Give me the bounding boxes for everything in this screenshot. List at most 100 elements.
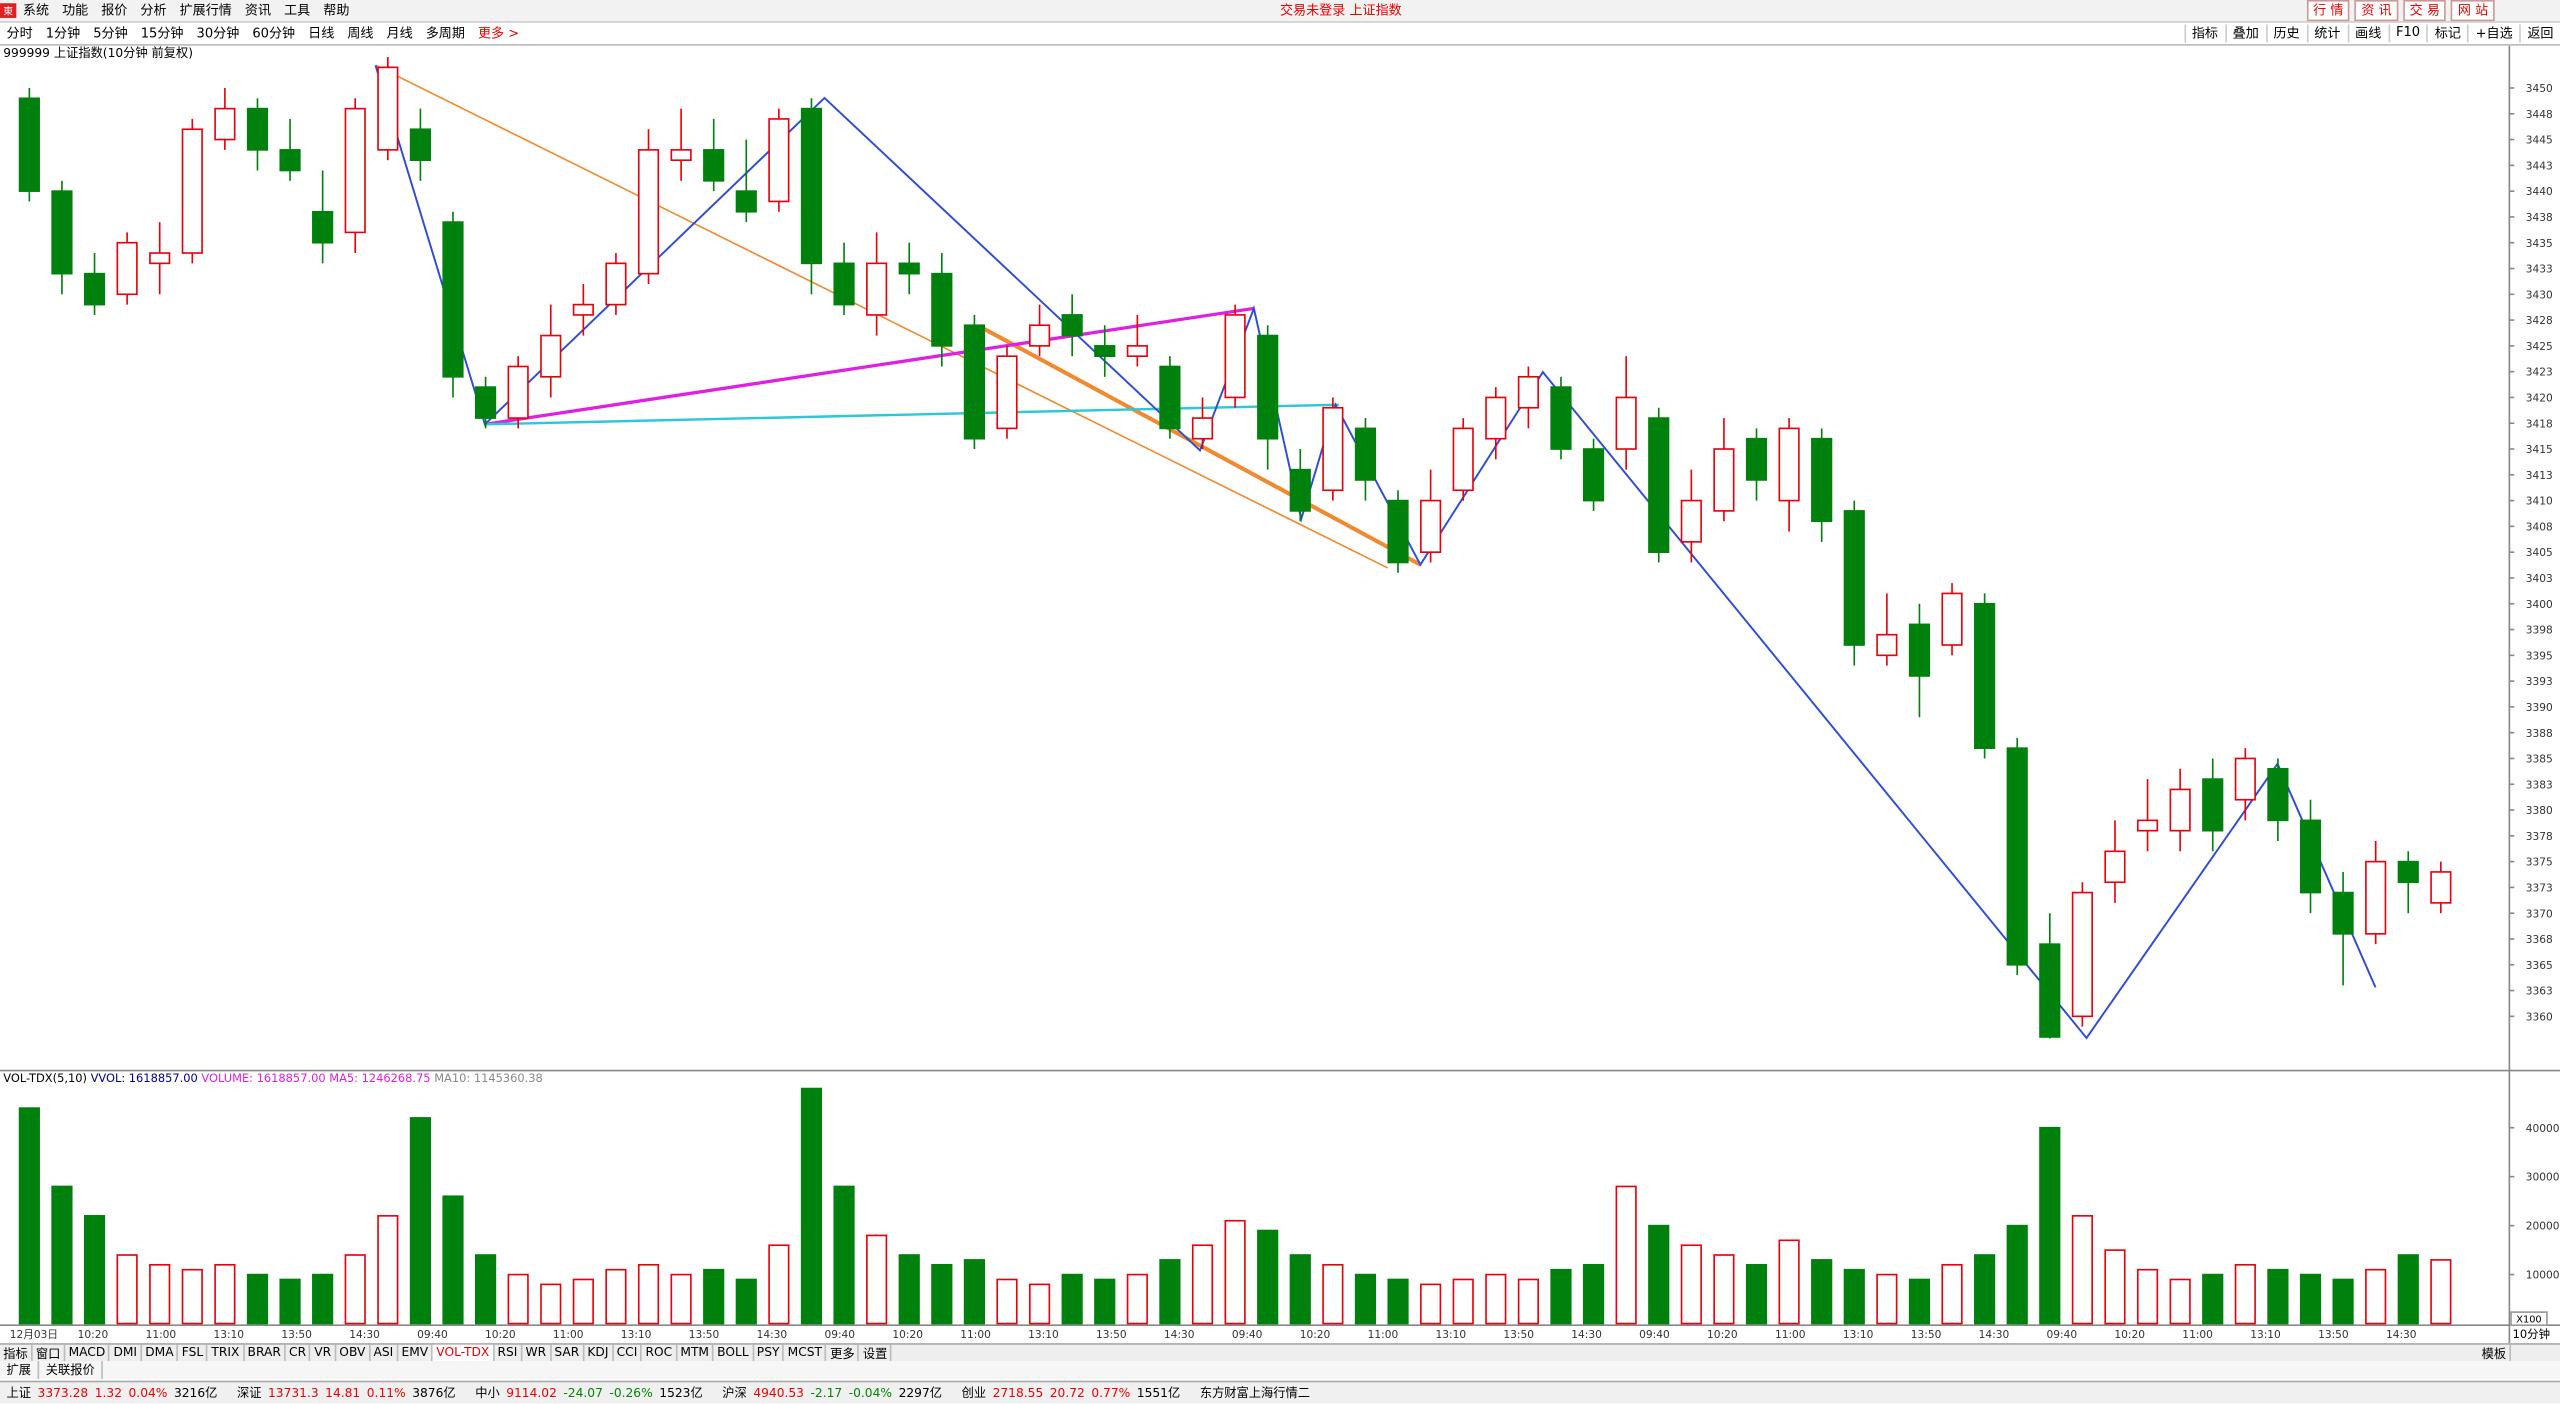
period-button[interactable]: 多周期 (425, 26, 465, 41)
top-button[interactable]: 行 情 (2306, 0, 2350, 22)
menu-item[interactable]: 资讯 (244, 3, 272, 18)
indicator-tab[interactable]: EMV (398, 1343, 434, 1362)
y-tick-label: 3418 (2526, 417, 2553, 430)
period-button[interactable]: 1分钟 (45, 26, 81, 41)
candle-body (116, 241, 138, 296)
menu-item[interactable]: 工具 (284, 3, 311, 18)
x-tick-label: 14:30 (1979, 1328, 2010, 1341)
indicator-tab[interactable]: ASI (370, 1343, 399, 1362)
volume-bar (1452, 1278, 1474, 1325)
indicator-tab[interactable]: 设置 (860, 1343, 893, 1362)
trend-line (978, 324, 1422, 567)
y-tick-label: 3360 (2526, 1010, 2553, 1023)
ext-tab[interactable]: 扩展 (0, 1361, 40, 1380)
indicator-tab[interactable]: OBV (336, 1343, 371, 1362)
indicator-tab[interactable]: KDJ (584, 1343, 614, 1362)
menu-item[interactable]: 系统 (22, 3, 50, 18)
indicator-tab[interactable]: CR (286, 1343, 311, 1362)
y-tick-label: 3440 (2526, 185, 2553, 198)
candle-body (1550, 386, 1572, 450)
top-buttons: 行 情资 讯交 易网 站 (2306, 0, 2495, 22)
indicator-tab[interactable]: DMI (110, 1343, 142, 1362)
period-button[interactable]: 30分钟 (196, 26, 240, 41)
indicator-tab[interactable]: 窗口 (33, 1343, 66, 1362)
y-tick-label: 3443 (2526, 159, 2553, 172)
volume-bar (605, 1268, 627, 1325)
tool-button[interactable]: 历史 (2265, 24, 2306, 43)
tool-button[interactable]: 叠加 (2224, 24, 2266, 43)
menu-item[interactable]: 报价 (101, 3, 128, 18)
indicator-tab[interactable]: BOLL (714, 1343, 754, 1362)
top-button[interactable]: 网 站 (2451, 0, 2495, 22)
candle-body (2136, 819, 2159, 832)
volume-bar (442, 1195, 464, 1325)
quote-value: 3373.28 (37, 1385, 89, 1401)
x-tick-label: 10:20 (78, 1328, 109, 1341)
period-button[interactable]: 周线 (347, 26, 374, 41)
indicator-tab[interactable]: ROC (642, 1343, 678, 1362)
period-button[interactable]: 月线 (386, 26, 413, 41)
y-tick-label: 3370 (2526, 907, 2553, 920)
tool-button[interactable]: 返回 (2519, 24, 2560, 43)
y-tick-label: 3393 (2526, 675, 2553, 688)
indicator-tab[interactable]: BRAR (244, 1343, 286, 1362)
x-tick-label: 13:10 (2250, 1328, 2281, 1341)
indicator-tab[interactable]: TRIX (208, 1343, 245, 1362)
tool-button[interactable]: 统计 (2306, 24, 2347, 43)
menu-item[interactable]: 扩展行情 (179, 3, 232, 18)
period-button[interactable]: 5分钟 (93, 26, 128, 41)
menu-item[interactable]: 分析 (140, 3, 167, 18)
indicator-tab[interactable]: MCST (784, 1343, 827, 1362)
period-button[interactable]: 分时 (6, 26, 33, 41)
volume-bar (572, 1278, 594, 1325)
indicator-tab[interactable]: MACD (65, 1343, 111, 1362)
volume-bar (1550, 1268, 1572, 1325)
ext-tab[interactable]: 关联报价 (39, 1361, 103, 1380)
menu-item[interactable]: 帮助 (323, 3, 350, 18)
legend-entry: VOLUME: 1618857.00 (201, 1071, 325, 1085)
period-button[interactable]: 15分钟 (140, 26, 184, 41)
top-button[interactable]: 资 讯 (2354, 0, 2399, 22)
trend-line (484, 403, 1339, 426)
tool-button[interactable]: 标记 (2426, 24, 2468, 43)
candle-body (1876, 633, 1898, 657)
candle-body (279, 149, 301, 172)
candle-body (2234, 757, 2256, 801)
x-tick-label: 11:00 (1775, 1328, 1806, 1341)
y-tick-label: 3410 (2526, 495, 2553, 508)
volume-bar (1094, 1278, 1116, 1325)
tool-button[interactable]: F10 (2387, 24, 2427, 43)
menu-item[interactable]: 功能 (62, 3, 89, 18)
indicator-tab[interactable]: SAR (551, 1343, 585, 1362)
indicator-tab[interactable]: 指标 (0, 1343, 33, 1362)
indicator-tab[interactable]: VR (311, 1343, 337, 1362)
period-button[interactable]: 60分钟 (252, 26, 296, 41)
indicator-tab[interactable]: FSL (179, 1343, 209, 1362)
tool-button[interactable]: +自选 (2467, 24, 2519, 43)
candle-body (768, 118, 790, 203)
wave-drawings (374, 64, 2377, 1040)
indicator-tab[interactable]: VOL-TDX (433, 1343, 495, 1362)
top-button[interactable]: 交 易 (2403, 0, 2447, 22)
tool-button[interactable]: 指标 (2183, 24, 2225, 43)
volume-bar (2071, 1215, 2093, 1325)
indicator-tab[interactable]: DMA (142, 1343, 179, 1362)
y-tick-label: 3400 (2526, 598, 2553, 611)
volume-bar (2267, 1268, 2289, 1325)
indicator-tab[interactable]: MTM (677, 1343, 714, 1362)
indicator-tab[interactable]: PSY (754, 1343, 785, 1362)
template-button[interactable]: 模板 (2478, 1343, 2512, 1362)
indicator-tab[interactable]: WR (522, 1343, 552, 1362)
index-quote: 沪深 4940.53 -2.17 -0.04% 2297亿 (716, 1384, 955, 1402)
indicator-tab[interactable]: RSI (494, 1343, 523, 1362)
period-button[interactable]: 日线 (308, 26, 335, 41)
tool-button[interactable]: 画线 (2346, 24, 2388, 43)
indicator-tab[interactable]: 更多 (827, 1343, 860, 1362)
index-name: 上证 (6, 1385, 32, 1401)
candle-body (1094, 345, 1116, 357)
period-button[interactable]: 更多 > (477, 26, 520, 41)
indicator-tab[interactable]: CCI (613, 1343, 643, 1362)
trend-line (484, 306, 1255, 426)
x-tick-label: 13:50 (1911, 1328, 1942, 1341)
